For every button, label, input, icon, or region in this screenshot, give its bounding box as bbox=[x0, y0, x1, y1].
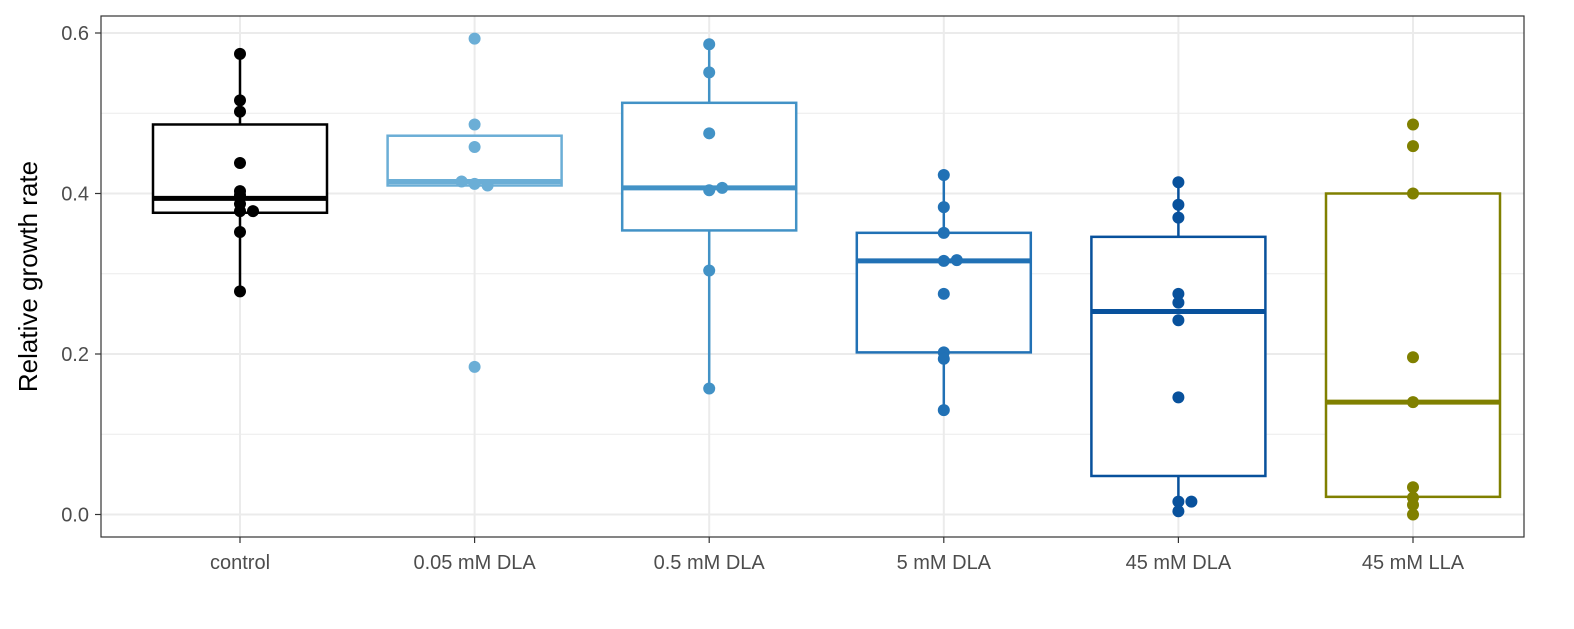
data-point bbox=[234, 285, 246, 298]
x-tick-label: 45 mM LLA bbox=[1362, 552, 1465, 574]
data-point bbox=[1172, 176, 1185, 189]
data-point bbox=[937, 201, 950, 214]
data-point bbox=[481, 179, 494, 192]
interquartile-box bbox=[1324, 192, 1502, 499]
data-point bbox=[1407, 508, 1419, 521]
data-point bbox=[1172, 314, 1185, 327]
data-point bbox=[937, 352, 950, 365]
data-point bbox=[1172, 495, 1185, 508]
interquartile-box bbox=[620, 101, 798, 232]
y-tick-label: 0.2 bbox=[61, 344, 89, 366]
x-tick-label: 5 mM DLA bbox=[897, 552, 992, 574]
data-point bbox=[950, 254, 963, 267]
data-point bbox=[1407, 481, 1419, 494]
data-point bbox=[937, 404, 950, 417]
x-tick-label: 45 mM DLA bbox=[1126, 552, 1232, 574]
data-point bbox=[234, 226, 246, 239]
x-tick-label: control bbox=[210, 552, 270, 574]
axes: 0.0 0.2 0.4 0.6 control 0.05 mM DLA 0.5 mM DLA… bbox=[61, 23, 1465, 574]
box-group-5 bbox=[1090, 182, 1267, 512]
data-point bbox=[455, 175, 468, 188]
data-point bbox=[468, 360, 481, 373]
data-point bbox=[234, 189, 246, 202]
data-point bbox=[1172, 296, 1185, 309]
data-point bbox=[468, 32, 481, 45]
data-point bbox=[1407, 140, 1419, 153]
data-point bbox=[1407, 351, 1419, 364]
data-point bbox=[703, 38, 716, 51]
box-group-3 bbox=[620, 44, 798, 389]
y-tick-label: 0.6 bbox=[61, 23, 89, 45]
y-tick-label: 0.4 bbox=[61, 184, 89, 206]
data-point bbox=[234, 205, 246, 218]
plot-panel-border bbox=[100, 15, 1525, 538]
data-point bbox=[468, 140, 481, 153]
data-point bbox=[1172, 287, 1185, 300]
x-tick-label: 0.05 mM DLA bbox=[413, 552, 536, 574]
data-point bbox=[1172, 198, 1185, 211]
data-point bbox=[234, 94, 246, 107]
box-group-1 bbox=[151, 53, 329, 292]
data-point bbox=[703, 184, 716, 197]
box-plot-series bbox=[151, 44, 1502, 515]
data-point bbox=[937, 254, 950, 267]
data-point bbox=[1185, 495, 1198, 508]
data-point bbox=[703, 264, 716, 277]
data-point bbox=[234, 47, 246, 60]
data-point bbox=[234, 157, 246, 170]
data-point bbox=[716, 181, 729, 194]
data-point bbox=[703, 382, 716, 395]
data-point bbox=[1172, 505, 1185, 518]
data-point bbox=[468, 177, 481, 190]
interquartile-box bbox=[1090, 235, 1267, 478]
data-point bbox=[247, 205, 259, 218]
data-point bbox=[703, 127, 716, 140]
data-point bbox=[468, 118, 481, 131]
data-point bbox=[1407, 187, 1419, 200]
data-point bbox=[234, 105, 246, 118]
data-point bbox=[937, 226, 950, 239]
data-point bbox=[1407, 498, 1419, 511]
data-point bbox=[1172, 391, 1185, 404]
data-point bbox=[703, 66, 716, 79]
data-points bbox=[234, 32, 1419, 521]
y-tick-label: 0.0 bbox=[61, 505, 89, 527]
y-axis-title: Relative growth rate bbox=[13, 161, 43, 392]
data-point bbox=[1407, 118, 1419, 131]
data-point bbox=[937, 169, 950, 182]
x-tick-label: 0.5 mM DLA bbox=[654, 552, 766, 574]
data-point bbox=[937, 287, 950, 300]
grid-lines bbox=[101, 16, 1524, 537]
data-point bbox=[1407, 396, 1419, 409]
data-point bbox=[1172, 211, 1185, 224]
